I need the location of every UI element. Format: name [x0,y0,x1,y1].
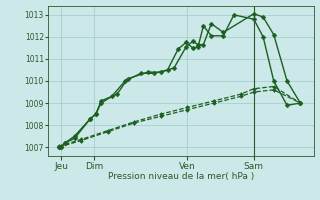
X-axis label: Pression niveau de la mer( hPa ): Pression niveau de la mer( hPa ) [108,172,254,181]
